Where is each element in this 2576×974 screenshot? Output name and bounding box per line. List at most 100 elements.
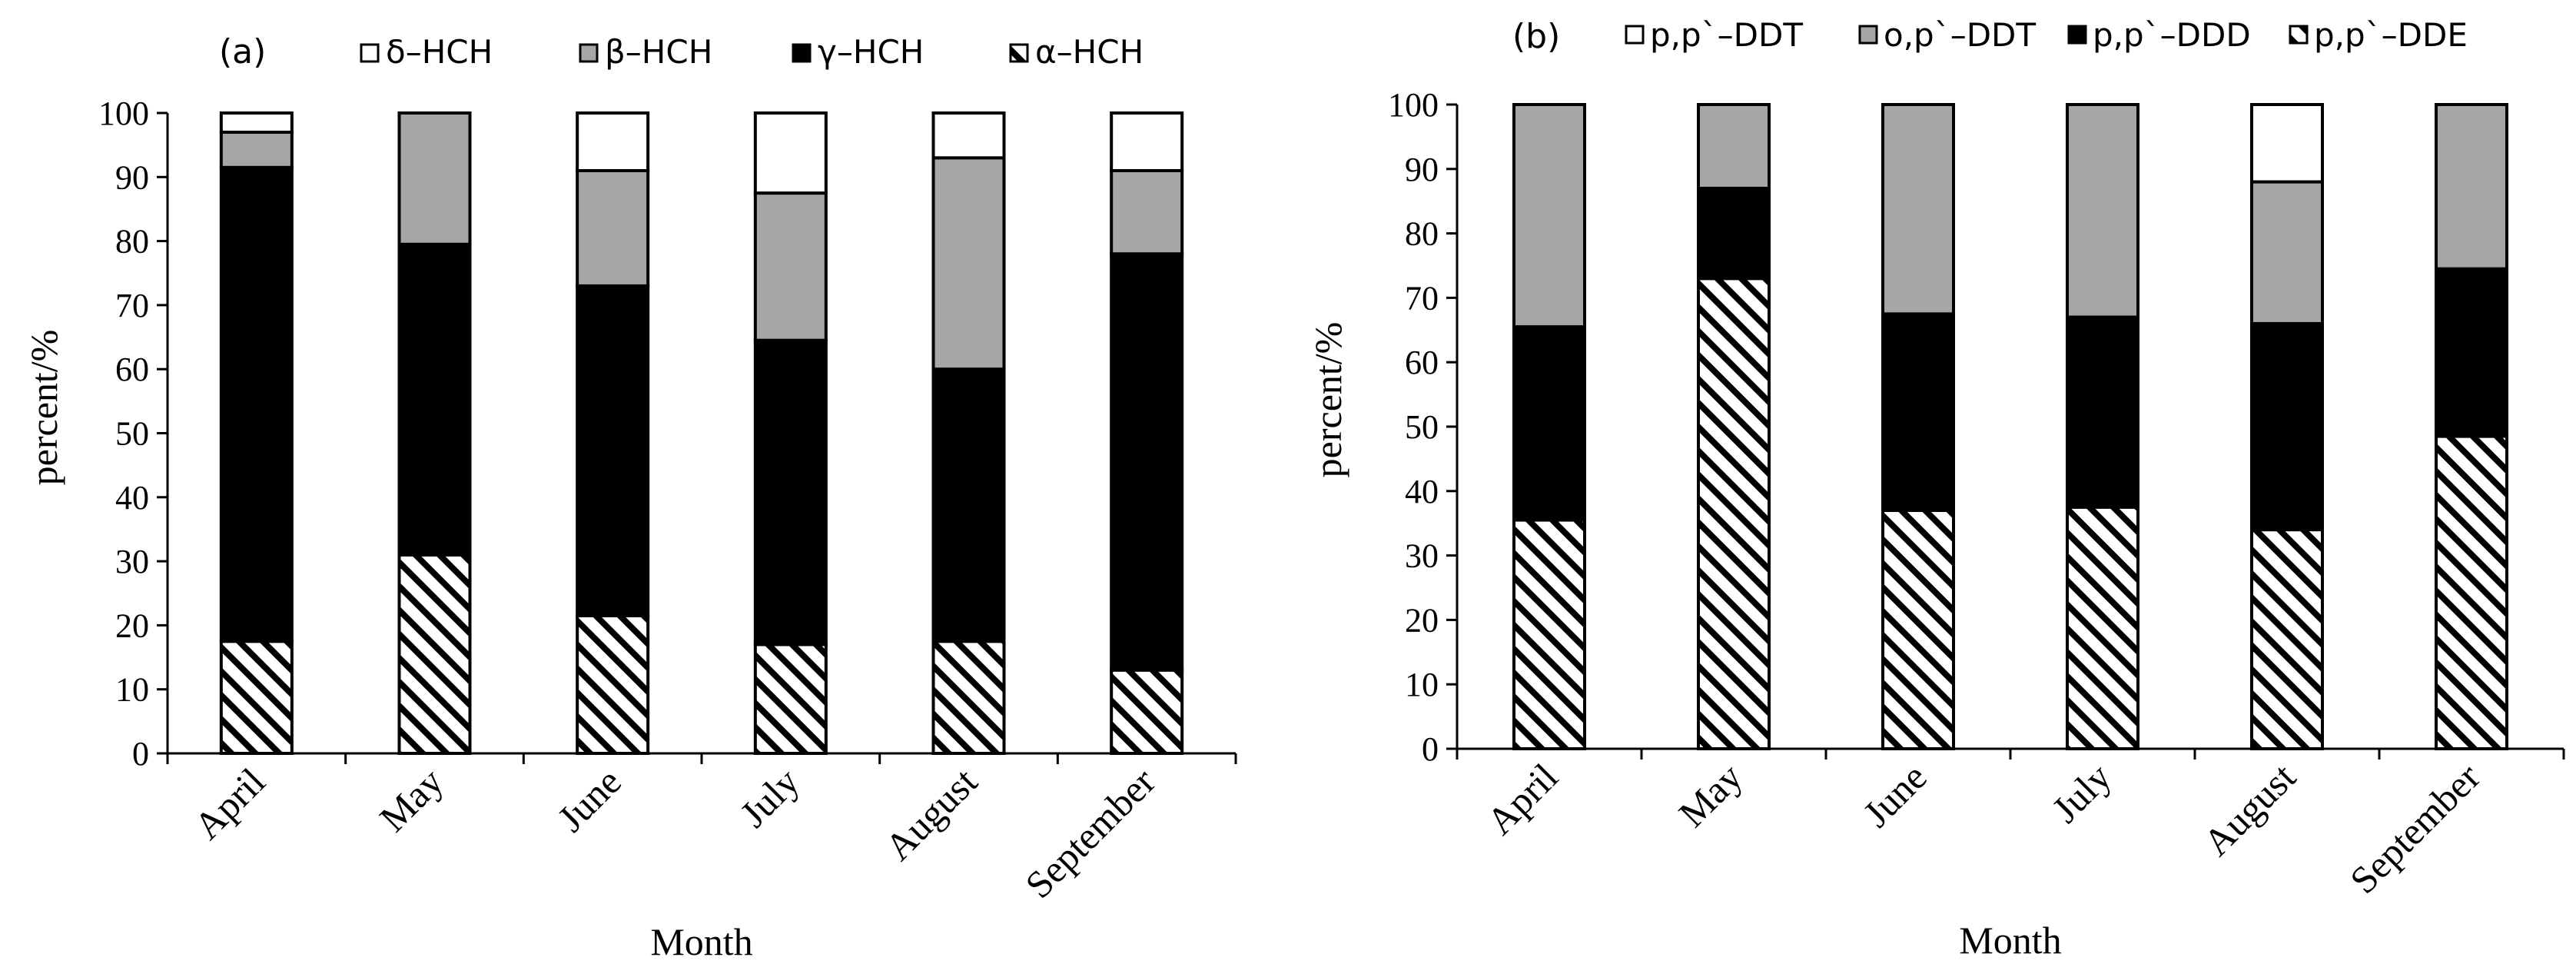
y-tick-label: 90 [115,158,149,196]
legend-swatch [360,43,380,63]
x-tick-label: April [1479,755,1566,843]
y-tick-label: 100 [98,95,149,132]
bars [219,111,1184,756]
legend-item: α–HCH [1009,33,1144,71]
legend-label: o,p`–DDT [1884,16,2036,54]
y-axis: 0 10 20 30 40 50 60 70 80 90 100 [98,95,169,773]
bar-segment [931,367,1006,643]
bar-segment [1512,103,1586,329]
bar-segment [753,338,828,647]
legend-swatch [2067,25,2087,45]
legend-swatch [1858,25,1878,45]
bar-segment [1110,168,1184,256]
bar-segment [397,553,472,756]
x-tick-label: June [1854,755,1934,835]
bar-segment [219,165,294,643]
legend-label: p,p`–DDD [2093,16,2251,54]
x-tick-label: July [732,760,808,836]
y-tick-label: 40 [1405,473,1439,510]
y-tick-label: 100 [1388,86,1439,124]
bar-segment [1512,518,1586,750]
bar-segment [397,111,472,246]
bar-segment [397,242,472,557]
bar-segment [1512,325,1586,522]
legend-swatch [2289,25,2309,45]
bar-segment [2435,267,2508,438]
x-axis: April May June July August September [166,752,1237,906]
panel-b: (b) p,p`–DDT o,p`–DDT p,p`–DDD p,p`–DDE … [1306,16,2565,962]
legend-swatch [579,43,599,63]
y-tick-label: 0 [132,735,149,773]
bar-segment [219,111,294,134]
x-tick-label: July [2043,755,2120,831]
legend-item: δ–HCH [360,33,493,71]
y-tick-label: 40 [115,479,149,517]
bar-segment [1110,668,1184,756]
bar-segment [2250,103,2324,184]
bar-segment [1697,103,1771,190]
x-tick-label: May [1670,755,1750,835]
legend-item: γ–HCH [792,33,924,71]
bar-segment [931,640,1006,755]
x-tick-label: May [371,760,451,839]
y-tick-label: 30 [115,543,149,580]
bar-segment [931,156,1006,371]
y-axis-title: percent/% [22,330,65,486]
bar-segment [1697,277,1771,750]
bar-segment [753,191,828,342]
legend-swatch [1009,43,1029,63]
bar-segment [2250,528,2324,751]
legend-label: δ–HCH [386,33,493,71]
legend-label: p,p`–DDE [2314,16,2468,54]
panel-b-legend: p,p`–DDT o,p`–DDT p,p`–DDD p,p`–DDE [1625,16,2468,54]
y-tick-label: 80 [115,223,149,261]
y-tick-label: 50 [115,415,149,453]
bar-segment [753,111,828,195]
bar-segment [1110,111,1184,172]
bar-segment [2066,315,2139,509]
bar-segment [2435,103,2508,271]
y-tick-label: 30 [1405,537,1439,575]
x-tick-label: September [2342,755,2488,902]
y-tick-label: 60 [1405,344,1439,381]
legend-label: β–HCH [605,33,712,71]
bar-segment [2435,434,2508,750]
bar-segment [753,643,828,756]
y-tick-label: 20 [115,607,149,644]
bar-segment [2250,180,2324,325]
panel-b-label: (b) [1512,17,1560,56]
y-tick-label: 10 [1405,666,1439,703]
panel-a-legend: δ–HCH β–HCH γ–HCH α–HCH [360,33,1144,71]
panel-a-label: (a) [219,32,266,71]
legend-label: p,p`–DDT [1650,16,1803,54]
bar-segment [1881,103,1955,316]
legend-swatch [1625,25,1645,45]
y-tick-label: 70 [1405,279,1439,317]
bar-segment [219,130,294,169]
x-axis-title: Month [650,920,752,963]
y-tick-label: 10 [115,671,149,709]
bar-segment [576,613,650,756]
legend-item: p,p`–DDE [2289,16,2468,54]
legend-swatch [792,43,812,63]
x-tick-label: April [185,760,273,847]
legend-item: o,p`–DDT [1858,16,2036,54]
panel-a: (a) δ–HCH β–HCH γ–HCH α–HCH percent/% Mo… [22,32,1237,963]
bar-segment [1881,508,1955,750]
bar-segment [2066,103,2139,319]
legend-label: α–HCH [1035,33,1144,71]
bar-segment [2250,321,2324,532]
y-tick-label: 90 [1405,151,1439,188]
bar-segment [576,284,650,617]
bar-segment [1697,186,1771,281]
y-axis: 0 10 20 30 40 50 60 70 80 90 100 [1388,86,1459,768]
y-tick-label: 60 [115,351,149,388]
y-tick-label: 70 [115,287,149,324]
bar-segment [931,111,1006,160]
bar-segment [2066,505,2139,750]
y-tick-label: 20 [1405,601,1439,639]
x-tick-label: August [2195,755,2304,864]
y-tick-label: 80 [1405,215,1439,253]
bar-segment [219,640,294,755]
